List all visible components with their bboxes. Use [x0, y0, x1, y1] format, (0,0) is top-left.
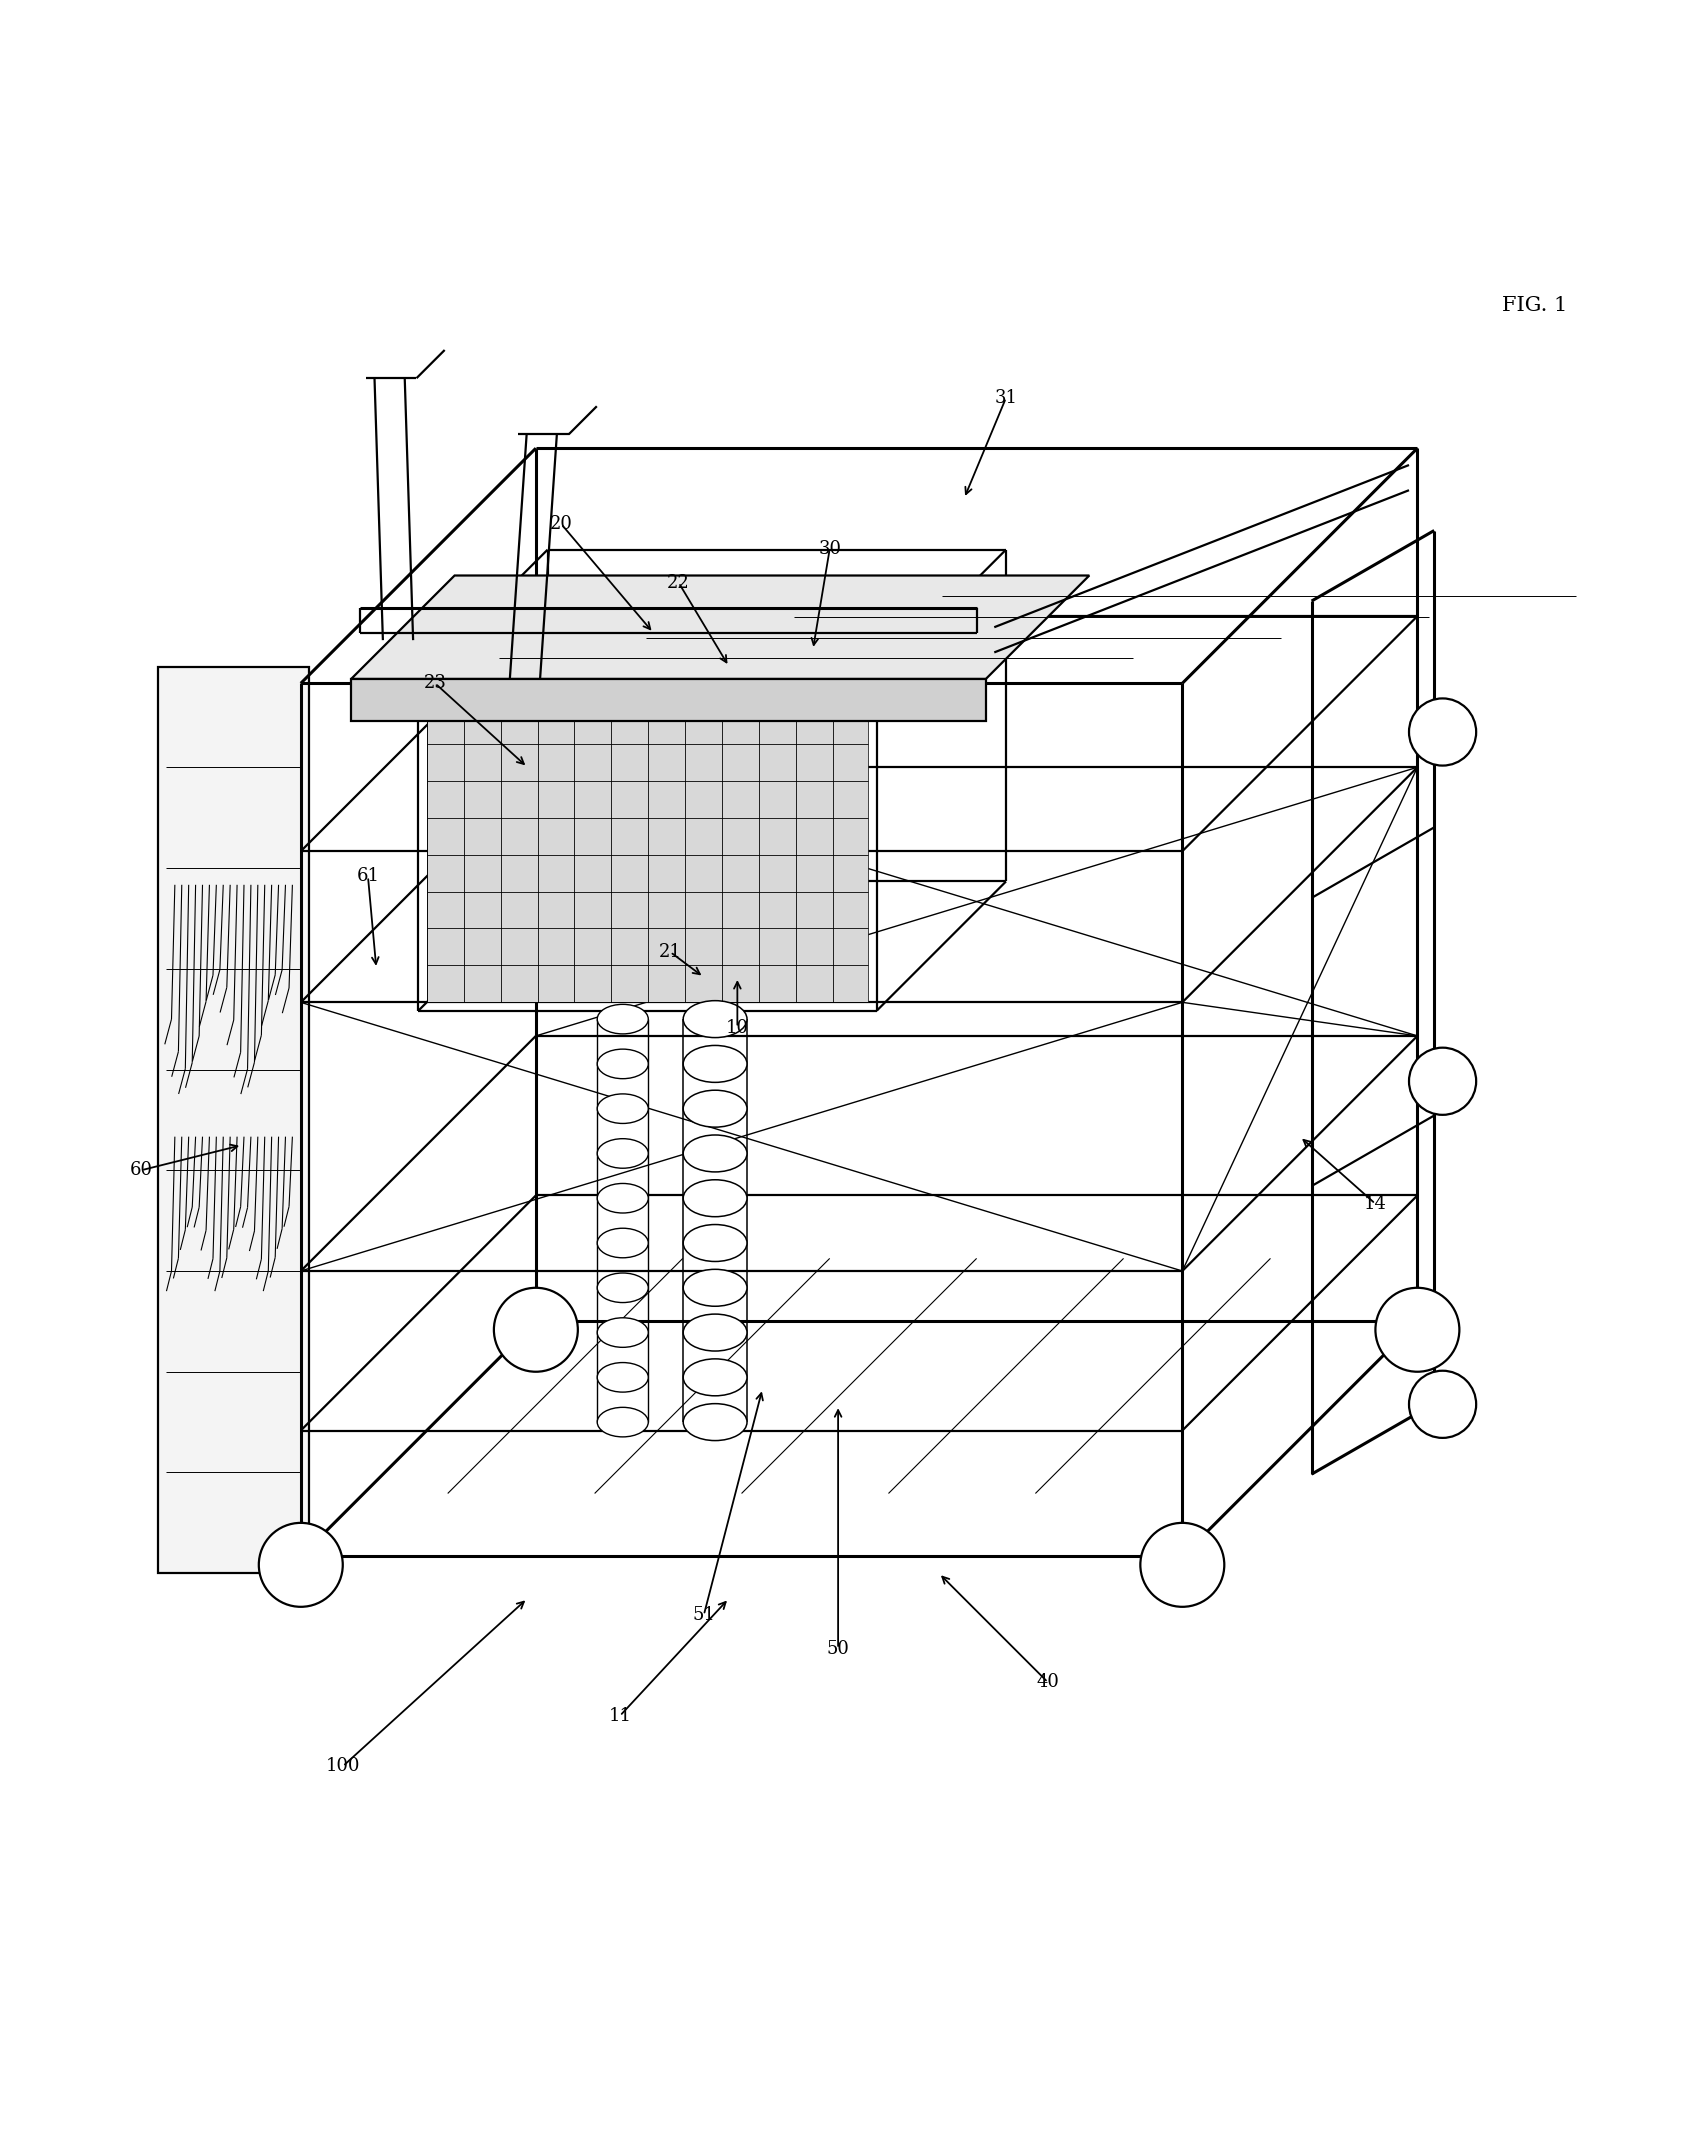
Ellipse shape: [598, 1228, 648, 1258]
Circle shape: [1375, 1288, 1459, 1371]
Circle shape: [1141, 1523, 1224, 1606]
Ellipse shape: [684, 1358, 747, 1397]
Polygon shape: [350, 678, 985, 721]
Ellipse shape: [684, 1136, 747, 1172]
Text: 100: 100: [325, 1758, 361, 1775]
Ellipse shape: [598, 1407, 648, 1437]
Text: 50: 50: [826, 1641, 850, 1658]
Circle shape: [494, 1288, 577, 1371]
Text: 30: 30: [818, 539, 841, 558]
Text: 23: 23: [423, 674, 447, 693]
Ellipse shape: [598, 1138, 648, 1168]
Ellipse shape: [684, 1403, 747, 1440]
Ellipse shape: [684, 1046, 747, 1082]
Ellipse shape: [684, 1181, 747, 1217]
Polygon shape: [427, 687, 869, 1003]
Circle shape: [1409, 1048, 1476, 1114]
Circle shape: [1409, 1371, 1476, 1437]
Polygon shape: [157, 667, 310, 1572]
Text: 61: 61: [357, 868, 379, 886]
Ellipse shape: [598, 1318, 648, 1348]
Ellipse shape: [598, 1363, 648, 1392]
Circle shape: [1409, 699, 1476, 766]
Ellipse shape: [684, 1224, 747, 1262]
Text: 21: 21: [659, 943, 682, 960]
Polygon shape: [350, 575, 1089, 678]
Text: 40: 40: [1036, 1673, 1060, 1692]
Ellipse shape: [684, 1313, 747, 1352]
Ellipse shape: [598, 1093, 648, 1123]
Ellipse shape: [684, 1091, 747, 1127]
Circle shape: [259, 1523, 342, 1606]
Text: 51: 51: [692, 1606, 714, 1624]
Text: 31: 31: [994, 389, 1017, 406]
Text: 11: 11: [608, 1707, 631, 1724]
Ellipse shape: [598, 1005, 648, 1033]
Text: 14: 14: [1365, 1196, 1387, 1213]
Text: 20: 20: [550, 515, 572, 533]
Ellipse shape: [684, 1001, 747, 1037]
Text: 60: 60: [130, 1161, 152, 1179]
Text: 22: 22: [667, 573, 691, 593]
Ellipse shape: [684, 1268, 747, 1307]
Ellipse shape: [598, 1048, 648, 1078]
Ellipse shape: [598, 1183, 648, 1213]
Text: FIG. 1: FIG. 1: [1502, 295, 1568, 314]
Text: 10: 10: [726, 1018, 748, 1037]
Ellipse shape: [598, 1273, 648, 1303]
